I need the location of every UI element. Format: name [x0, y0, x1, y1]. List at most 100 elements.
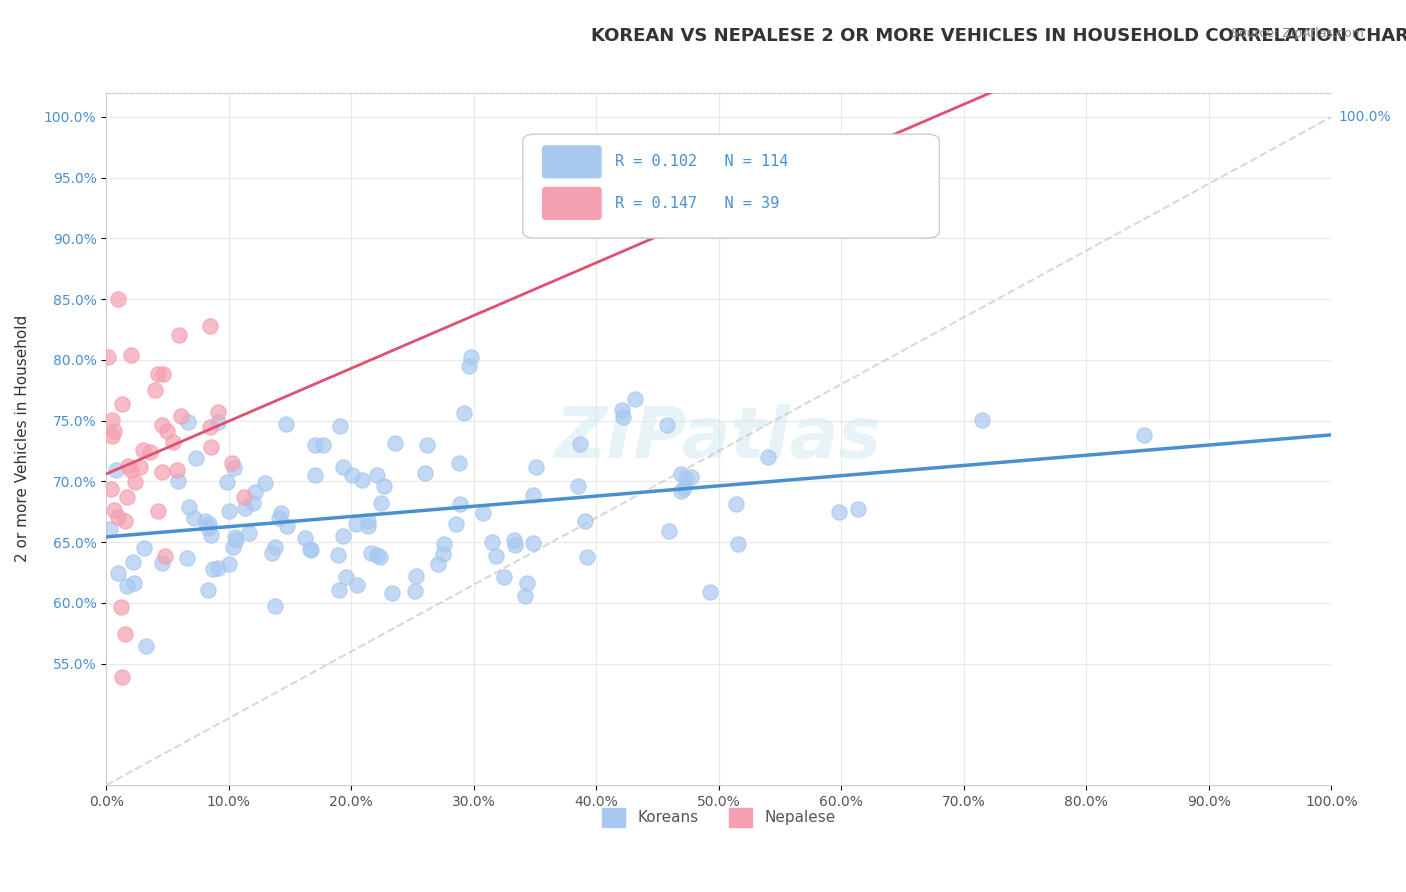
Point [146, 504, 169, 518]
Point [156, 424, 179, 438]
Point [150, 557, 173, 571]
Point [299, 541, 322, 556]
Point [346, 578, 368, 592]
Point [567, 479, 589, 493]
Point [329, 419, 352, 434]
Point [97, 350, 120, 364]
Point [120, 348, 142, 362]
Point [167, 328, 190, 343]
Text: R = 0.102   N = 114: R = 0.102 N = 114 [614, 154, 789, 169]
Point [134, 541, 156, 556]
Point [472, 506, 495, 520]
Point [114, 514, 136, 528]
Point [340, 467, 363, 482]
Text: ZIPatlas: ZIPatlas [555, 404, 883, 474]
Point [115, 579, 138, 593]
Point [453, 406, 475, 420]
Point [177, 415, 200, 429]
Point [335, 570, 357, 584]
Point [132, 443, 155, 458]
Point [449, 497, 471, 511]
Point [312, 438, 335, 452]
Point [194, 514, 217, 528]
Point [267, 511, 290, 525]
Point [416, 438, 439, 452]
Point [100, 482, 122, 496]
Text: Source: ZipAtlas.com: Source: ZipAtlas.com [1230, 27, 1364, 40]
Point [233, 490, 256, 504]
Point [166, 463, 188, 477]
Legend: Koreans, Nepalese: Koreans, Nepalese [596, 802, 842, 833]
Point [197, 521, 219, 535]
Point [200, 441, 222, 455]
Point [357, 518, 380, 533]
FancyBboxPatch shape [523, 134, 939, 238]
Point [481, 535, 503, 549]
Point [366, 467, 388, 482]
Point [103, 502, 125, 516]
Point [150, 417, 173, 432]
Point [120, 463, 142, 477]
Point [202, 562, 225, 576]
Point [575, 550, 598, 565]
Point [221, 456, 243, 470]
Point [218, 558, 240, 572]
Point [253, 476, 276, 491]
Point [1132, 428, 1154, 442]
Point [150, 466, 173, 480]
Point [198, 318, 221, 333]
Point [111, 397, 134, 411]
Point [675, 472, 697, 486]
Point [184, 451, 207, 466]
Point [381, 586, 404, 600]
Point [427, 557, 450, 571]
Point [243, 484, 266, 499]
Point [405, 569, 427, 583]
Point [264, 540, 287, 554]
Point [238, 525, 260, 540]
Point [218, 503, 240, 517]
Point [263, 599, 285, 614]
Point [135, 639, 157, 653]
Point [522, 536, 544, 550]
Point [357, 514, 380, 528]
Point [360, 546, 382, 560]
Point [177, 500, 200, 514]
Point [233, 500, 256, 515]
Point [449, 456, 471, 470]
Point [433, 537, 456, 551]
Point [200, 528, 222, 542]
Point [669, 467, 692, 481]
Point [225, 533, 247, 547]
Point [276, 519, 298, 533]
Point [332, 460, 354, 475]
Point [153, 549, 176, 563]
Point [107, 566, 129, 580]
Point [304, 438, 326, 452]
Point [366, 549, 388, 563]
Point [384, 436, 406, 450]
Point [166, 474, 188, 488]
Point [294, 531, 316, 545]
Point [655, 417, 678, 432]
Point [242, 496, 264, 510]
Point [724, 497, 747, 511]
Point [624, 392, 647, 406]
Point [98, 522, 121, 536]
Point [458, 359, 481, 373]
Point [304, 467, 326, 482]
Point [262, 546, 284, 560]
Point [699, 585, 721, 599]
Point [110, 599, 132, 614]
Point [370, 549, 392, 564]
Point [122, 555, 145, 569]
Point [432, 547, 454, 561]
Point [460, 350, 482, 364]
Point [139, 445, 162, 459]
Point [101, 413, 124, 427]
Point [612, 409, 634, 424]
Point [370, 496, 392, 510]
Point [129, 459, 152, 474]
Point [207, 560, 229, 574]
Point [326, 548, 349, 562]
